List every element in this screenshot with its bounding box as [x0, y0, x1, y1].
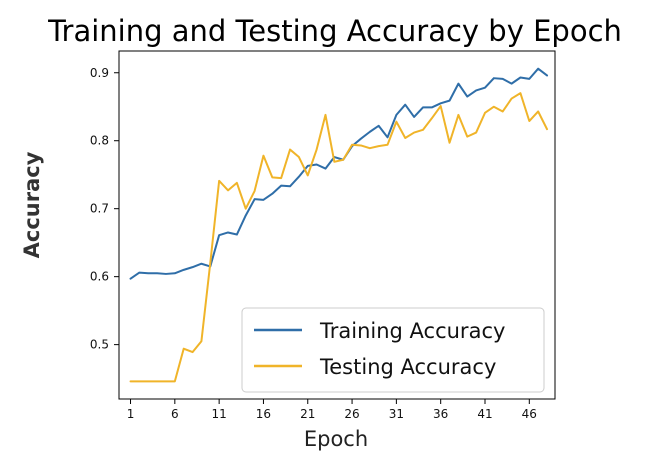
chart-title: Training and Testing Accuracy by Epoch: [47, 14, 622, 48]
x-tick-label: 6: [171, 407, 179, 421]
y-tick-label: 0.5: [90, 338, 109, 352]
x-tick-label: 36: [433, 407, 448, 421]
legend-label-testing: Testing Accuracy: [319, 355, 496, 379]
y-axis-label: Accuracy: [20, 151, 44, 258]
x-tick-label: 41: [477, 407, 492, 421]
x-tick-label: 11: [211, 407, 226, 421]
y-tick-label: 0.9: [90, 66, 109, 80]
y-tick-label: 0.7: [90, 202, 109, 216]
x-tick-label: 26: [344, 407, 359, 421]
x-tick-label: 1: [127, 407, 135, 421]
training-accuracy-line: [131, 69, 548, 279]
x-tick-label: 21: [300, 407, 315, 421]
x-tick-label: 46: [522, 407, 537, 421]
y-tick-label: 0.8: [90, 134, 109, 148]
x-axis: 1 6 11 16 21 26 31 36 41 46: [127, 399, 537, 421]
legend-label-training: Training Accuracy: [319, 319, 505, 343]
legend: Training Accuracy Testing Accuracy: [242, 308, 544, 392]
x-tick-label: 31: [389, 407, 404, 421]
x-tick-label: 16: [256, 407, 271, 421]
y-tick-label: 0.6: [90, 270, 109, 284]
x-axis-label: Epoch: [304, 427, 368, 451]
y-axis: 0.5 0.6 0.7 0.8 0.9: [90, 66, 119, 352]
